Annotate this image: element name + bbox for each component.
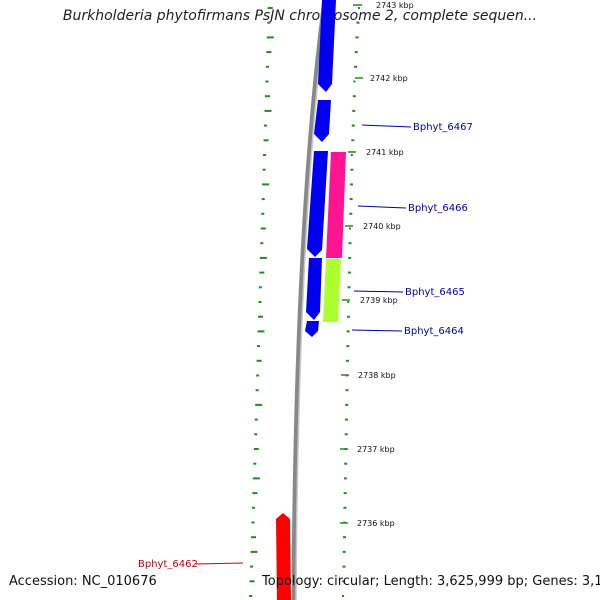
gene-feature-bphyt-6465[interactable] — [306, 258, 322, 320]
gene-label-bphyt-6462[interactable]: Bphyt_6462 — [138, 559, 198, 570]
left-tick-ring — [249, 7, 274, 597]
kbp-label: 2743 kbp — [376, 1, 414, 10]
accession-text: Accession: NC_010676 — [9, 574, 157, 589]
gene-feature-bphyt-6464[interactable] — [305, 321, 319, 337]
right-tick-ring — [342, 7, 360, 597]
gene-label-bphyt-6465[interactable]: Bphyt_6465 — [405, 287, 465, 298]
kbp-label: 2739 kbp — [360, 296, 398, 305]
lime-feature[interactable] — [323, 259, 341, 322]
kbp-label: 2742 kbp — [370, 74, 408, 83]
kbp-label: 2741 kbp — [366, 148, 404, 157]
kbp-axis: 2743 kbp 2742 kbp 2741 kbp 2740 kbp 2739… — [340, 1, 414, 528]
gene-feature-top[interactable] — [318, 0, 336, 92]
kbp-label: 2738 kbp — [358, 371, 396, 380]
gene-feature-bphyt-6466[interactable] — [307, 151, 328, 257]
gene-labels: Bphyt_6467 Bphyt_6466 Bphyt_6465 Bphyt_6… — [138, 122, 473, 570]
pink-feature[interactable] — [326, 152, 346, 258]
map-title: Burkholderia phytofirmans PsJN chromosom… — [62, 8, 538, 24]
gene-label-bphyt-6467[interactable]: Bphyt_6467 — [413, 122, 473, 133]
kbp-label: 2736 kbp — [357, 519, 395, 528]
gene-feature-bphyt-6462[interactable] — [276, 513, 291, 600]
topology-stats-text: Topology: circular; Length: 3,625,999 bp… — [262, 574, 600, 589]
chromosome-backbone — [291, 0, 328, 600]
kbp-label: 2737 kbp — [357, 445, 395, 454]
kbp-label: 2740 kbp — [363, 222, 401, 231]
gene-feature-bphyt-6467[interactable] — [314, 100, 331, 142]
gene-label-bphyt-6466[interactable]: Bphyt_6466 — [408, 203, 468, 214]
gene-label-bphyt-6464[interactable]: Bphyt_6464 — [404, 326, 464, 337]
